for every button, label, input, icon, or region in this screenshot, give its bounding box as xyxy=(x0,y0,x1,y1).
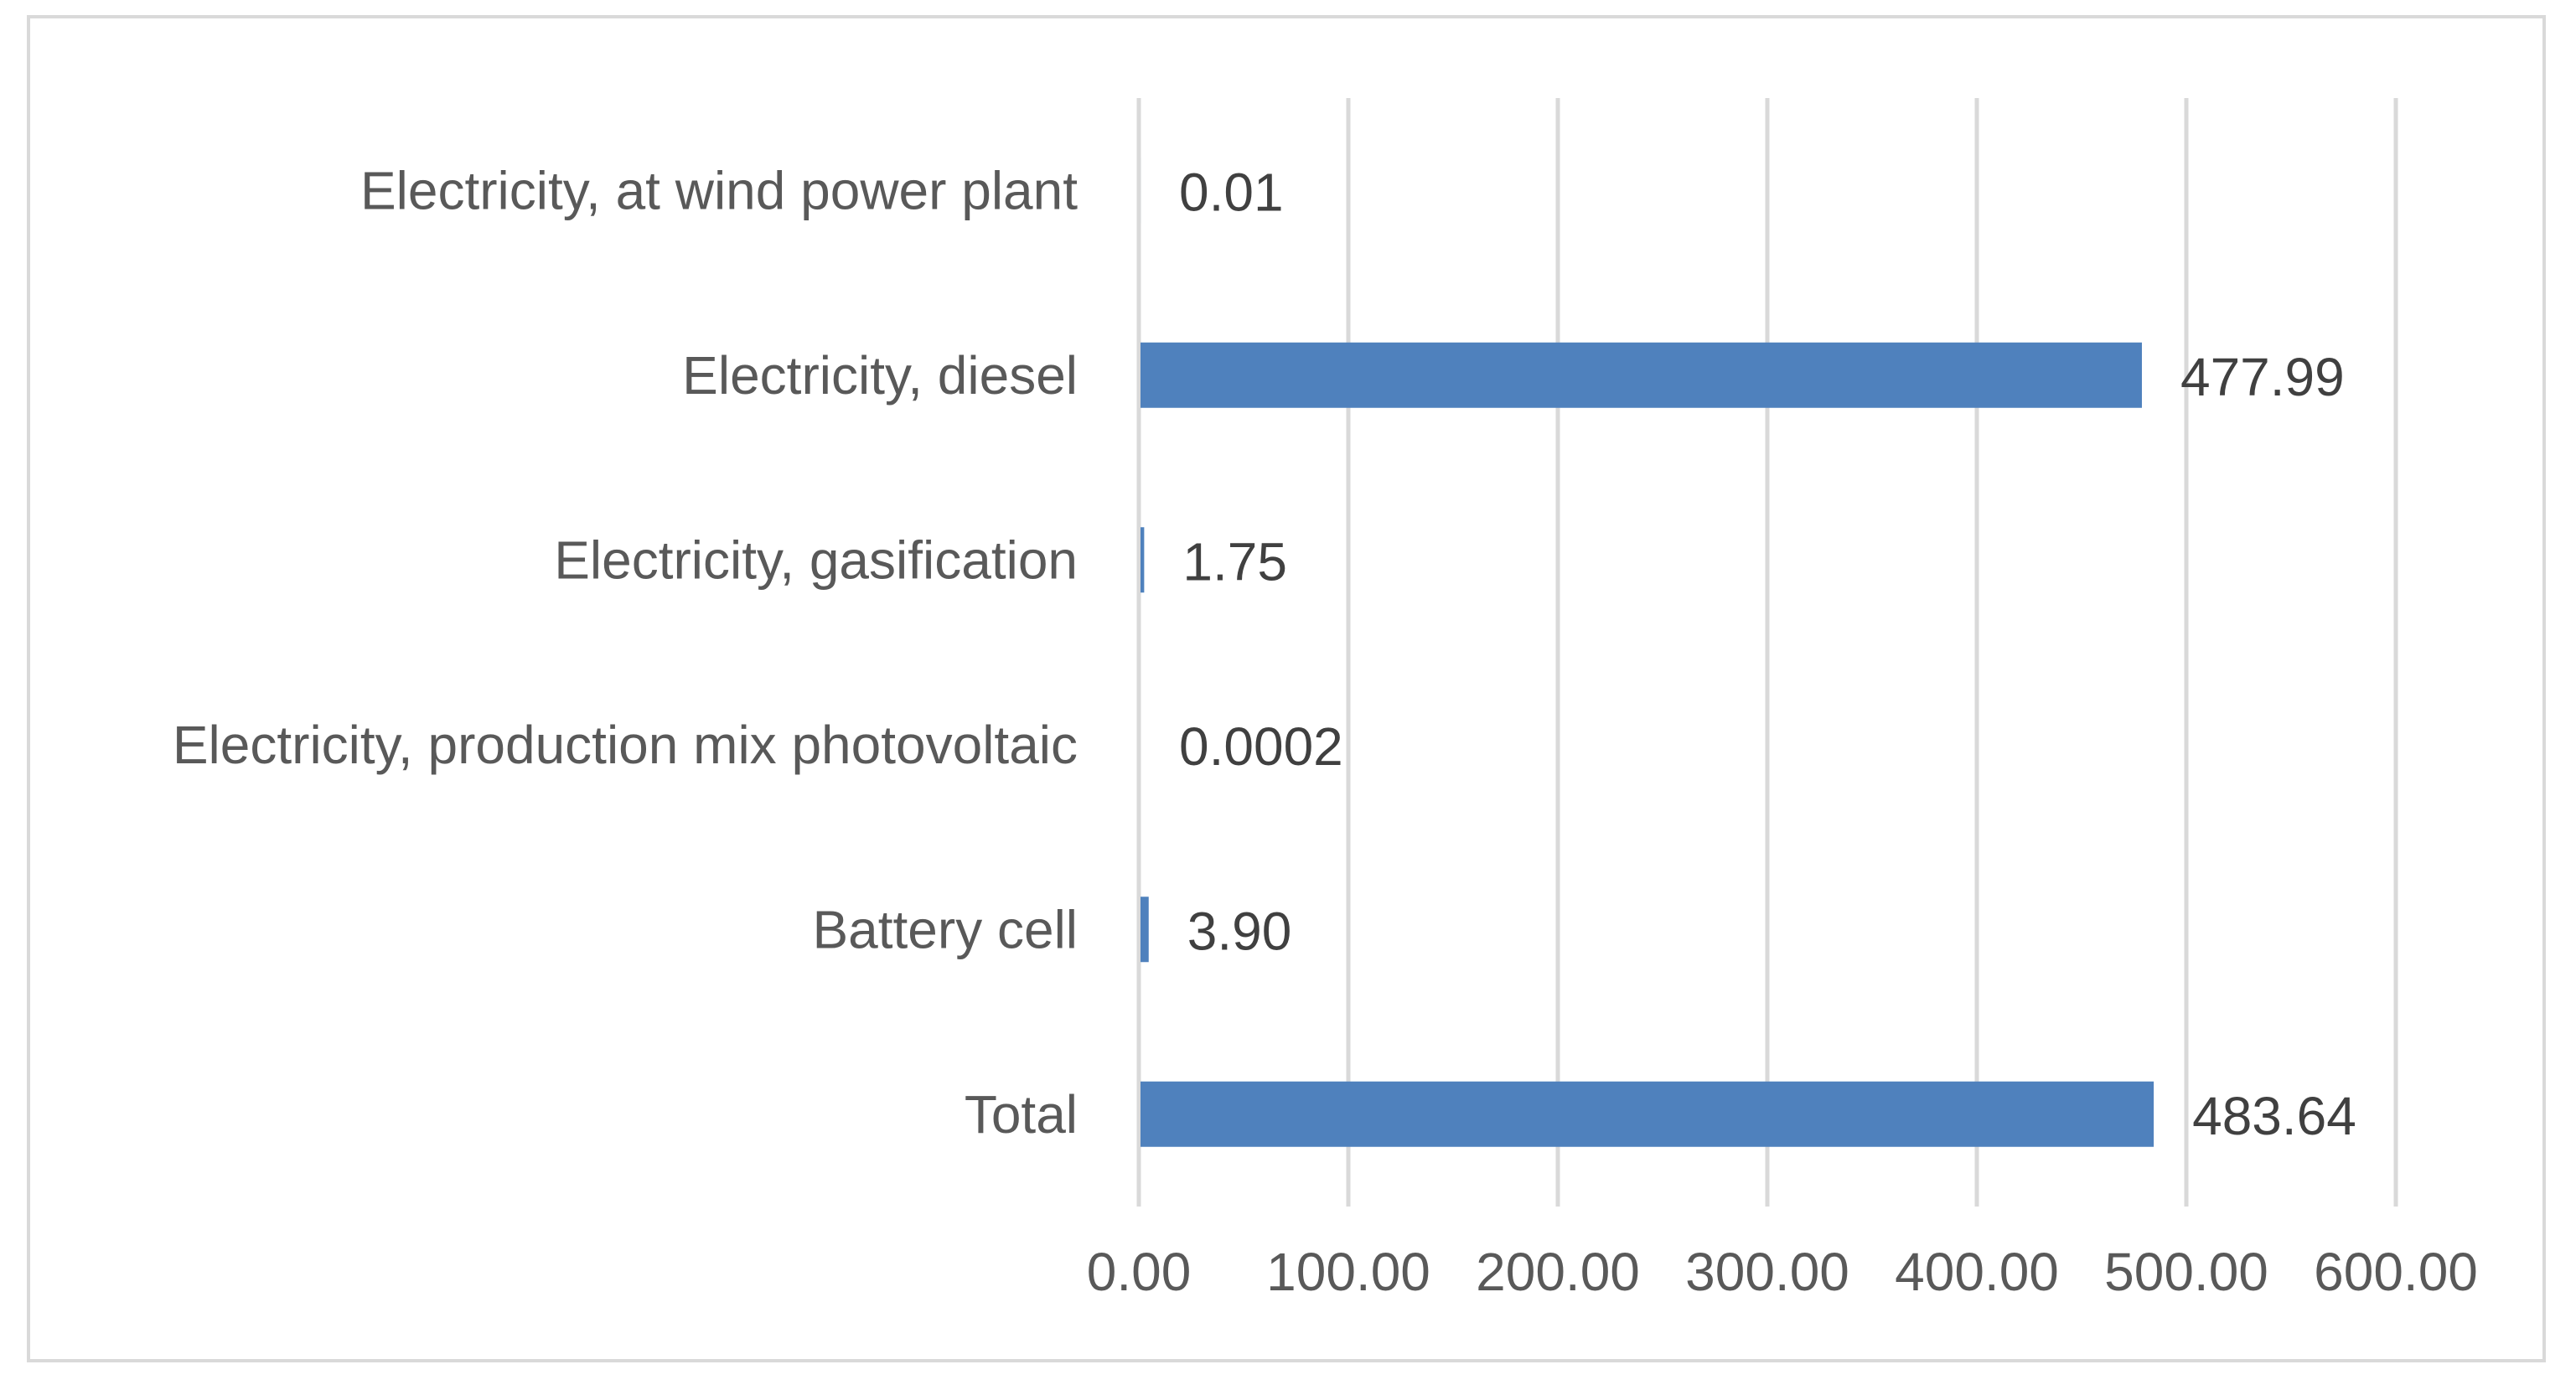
data-label-2: 1.75 xyxy=(1182,531,1287,592)
category-label-0: Electricity, at wind power plant xyxy=(360,160,1078,220)
category-label-4: Battery cell xyxy=(812,899,1078,959)
category-labels: Electricity, at wind power plant Electric… xyxy=(173,160,1078,1145)
bar-4 xyxy=(1141,897,1149,963)
x-tick-label-2: 200.00 xyxy=(1476,1242,1640,1302)
x-tick-label-1: 100.00 xyxy=(1266,1242,1430,1302)
bar-5 xyxy=(1141,1081,2154,1147)
x-tick-label-0: 0.00 xyxy=(1087,1242,1192,1302)
x-tick-label-3: 300.00 xyxy=(1685,1242,1849,1302)
bars xyxy=(1141,158,2154,1147)
bar-2 xyxy=(1141,527,1145,593)
category-label-5: Total xyxy=(965,1084,1078,1145)
data-label-1: 477.99 xyxy=(2180,347,2345,407)
x-tick-label-4: 400.00 xyxy=(1895,1242,2059,1302)
bar-1 xyxy=(1141,342,2142,408)
data-label-5: 483.64 xyxy=(2192,1086,2356,1146)
gridlines xyxy=(1136,98,2398,1207)
category-label-1: Electricity, diesel xyxy=(682,345,1078,406)
category-label-3: Electricity, production mix photovoltaic xyxy=(173,715,1078,775)
x-axis-tick-labels: 0.00 100.00 200.00 300.00 400.00 500.00 600.00 xyxy=(1087,1242,2478,1302)
x-tick-label-6: 600.00 xyxy=(2314,1242,2478,1302)
data-label-4: 3.90 xyxy=(1187,901,1292,961)
data-label-3: 0.0002 xyxy=(1179,716,1343,777)
data-label-0: 0.01 xyxy=(1179,162,1284,222)
bar-chart: Electricity, at wind power plant Electric… xyxy=(173,98,2478,1302)
category-label-2: Electricity, gasification xyxy=(554,530,1078,590)
x-tick-label-5: 500.00 xyxy=(2104,1242,2268,1302)
data-labels: 0.01 477.99 1.75 0.0002 3.90 483.64 xyxy=(1179,162,2356,1146)
chart-frame: Electricity, at wind power plant Electric… xyxy=(27,15,2546,1362)
